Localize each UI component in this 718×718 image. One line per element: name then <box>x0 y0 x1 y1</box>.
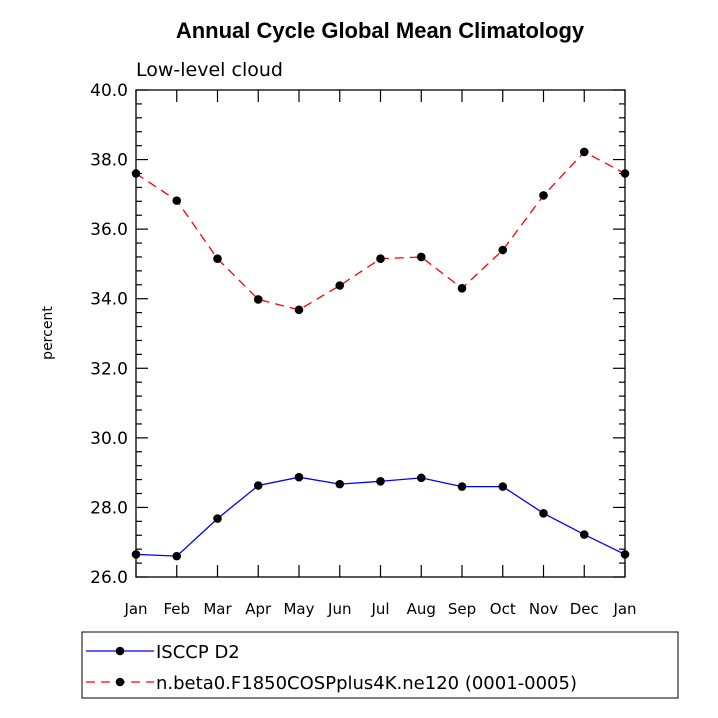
data-point-1-9 <box>498 245 508 255</box>
legend-label-isccp-d2: ISCCP D2 <box>156 642 240 663</box>
axis-ticks <box>135 89 626 578</box>
x-tick-label: Dec <box>570 600 599 618</box>
y-axis-label: percent <box>40 306 56 360</box>
x-tick-label: Apr <box>245 600 272 618</box>
data-point-1-3 <box>253 295 263 304</box>
chart-title: Annual Cycle Global Mean Climatology <box>176 18 585 43</box>
x-tick-label: Mar <box>203 600 232 618</box>
x-tick-label: Aug <box>407 600 436 618</box>
legend: ISCCP D2 n.beta0.F1850COSPplus4K.ne120 (… <box>81 631 679 699</box>
y-tick-label: 40.0 <box>90 81 128 101</box>
data-point-1-8 <box>457 283 467 293</box>
y-tick-labels: 26.0 28.0 30.0 32.0 34.0 36.0 38.0 40.0 <box>90 81 128 588</box>
x-tick-label: May <box>283 600 314 618</box>
data-point-0-9 <box>498 482 508 491</box>
x-tick-label: Sep <box>448 600 476 618</box>
plot-frame <box>135 89 626 578</box>
series-line-0 <box>135 476 626 557</box>
x-tick-label: Jul <box>370 600 389 618</box>
data-point-0-10 <box>539 509 548 518</box>
legend-label-model: n.beta0.F1850COSPplus4K.ne120 (0001-0005… <box>156 673 577 694</box>
chart-subtitle: Low-level cloud <box>136 59 283 81</box>
y-tick-label: 34.0 <box>90 290 128 310</box>
y-tick-label: 36.0 <box>90 220 128 240</box>
x-tick-label: Nov <box>529 600 558 618</box>
data-point-1-6 <box>376 254 385 264</box>
x-tick-label: Oct <box>490 600 516 618</box>
x-tick-label: Jan <box>612 600 636 618</box>
data-point-1-10 <box>539 191 548 200</box>
data-point-1-2 <box>213 254 222 264</box>
data-point-1-7 <box>416 252 426 262</box>
x-tick-labels: Jan Feb Mar Apr May Jun Jul Aug Sep Oct Nov Dec Jan <box>123 600 636 618</box>
x-tick-label: Jun <box>327 600 351 618</box>
data-point-0-5 <box>335 479 345 489</box>
y-tick-label: 26.0 <box>90 568 128 588</box>
y-tick-label: 30.0 <box>90 429 128 449</box>
data-point-0-1 <box>172 551 182 561</box>
y-tick-label: 38.0 <box>90 151 128 171</box>
data-point-1-5 <box>335 281 345 290</box>
x-tick-label: Jan <box>123 600 147 618</box>
data-point-0-8 <box>457 482 467 491</box>
legend-box <box>81 631 679 699</box>
legend-marker-model <box>115 677 125 687</box>
series-group <box>131 147 630 561</box>
data-point-0-4 <box>294 472 304 482</box>
y-tick-label: 28.0 <box>90 498 128 518</box>
data-point-1-11 <box>579 147 589 157</box>
y-tick-label: 32.0 <box>90 359 128 379</box>
legend-marker-isccp-d2 <box>115 646 125 656</box>
data-point-1-1 <box>172 196 182 205</box>
data-point-0-2 <box>213 514 222 523</box>
x-tick-label: Feb <box>163 600 190 618</box>
data-point-0-7 <box>416 473 426 483</box>
data-point-0-6 <box>376 477 385 486</box>
data-point-0-11 <box>579 530 589 539</box>
data-point-1-4 <box>294 305 304 315</box>
data-point-0-3 <box>253 481 263 490</box>
series-line-1 <box>135 151 626 311</box>
